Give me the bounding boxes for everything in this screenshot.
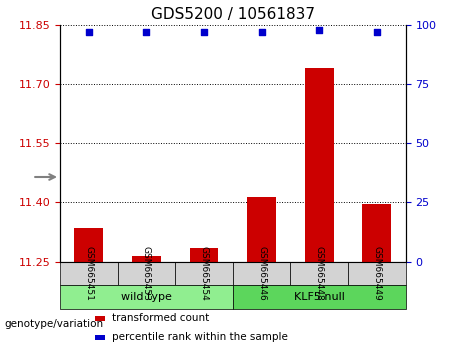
FancyBboxPatch shape — [290, 262, 348, 285]
FancyBboxPatch shape — [348, 262, 406, 285]
Text: percentile rank within the sample: percentile rank within the sample — [112, 332, 288, 342]
FancyBboxPatch shape — [118, 262, 175, 285]
Title: GDS5200 / 10561837: GDS5200 / 10561837 — [151, 7, 315, 22]
Point — [315, 27, 323, 32]
Text: GSM665453: GSM665453 — [142, 246, 151, 301]
Bar — [74, 228, 103, 262]
Text: GSM665451: GSM665451 — [84, 246, 93, 301]
Bar — [189, 248, 219, 262]
Text: GSM665448: GSM665448 — [315, 246, 324, 301]
Point — [373, 29, 381, 35]
Bar — [305, 68, 334, 262]
Text: KLF5 null: KLF5 null — [294, 292, 345, 302]
Bar — [132, 256, 161, 262]
Point — [258, 29, 266, 35]
Bar — [95, 316, 105, 321]
Point — [142, 29, 150, 35]
Text: GSM665446: GSM665446 — [257, 246, 266, 301]
Text: wild type: wild type — [121, 292, 172, 302]
Point — [85, 29, 92, 35]
Point — [200, 29, 207, 35]
Text: GSM665454: GSM665454 — [200, 246, 208, 301]
FancyBboxPatch shape — [60, 285, 233, 309]
FancyBboxPatch shape — [175, 262, 233, 285]
Text: GSM665449: GSM665449 — [372, 246, 381, 301]
Bar — [95, 335, 105, 340]
Bar — [247, 196, 276, 262]
Text: genotype/variation: genotype/variation — [5, 319, 104, 329]
Bar — [362, 204, 391, 262]
FancyBboxPatch shape — [233, 262, 290, 285]
Text: transformed count: transformed count — [112, 314, 209, 324]
FancyBboxPatch shape — [60, 262, 118, 285]
FancyBboxPatch shape — [233, 285, 406, 309]
